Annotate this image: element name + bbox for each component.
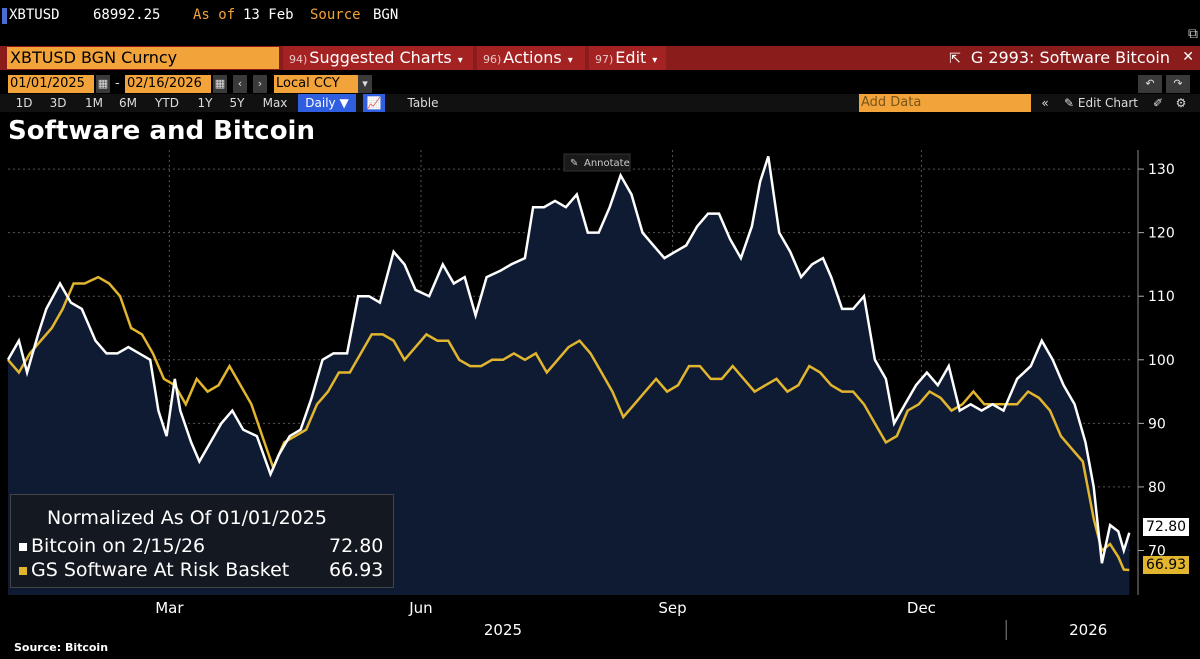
menu-number: 97) bbox=[595, 53, 614, 66]
x-tick-label: Mar bbox=[155, 599, 184, 617]
chevron-down-icon[interactable]: ▾ bbox=[358, 75, 372, 93]
gear-icon[interactable]: ⚙ bbox=[1175, 96, 1187, 110]
y-tick-label: 120 bbox=[1148, 226, 1175, 242]
chart-legend: Normalized As Of 01/01/2025 Bitcoin on 2… bbox=[10, 494, 394, 588]
annotate-button[interactable]: ✎ Annotate bbox=[563, 153, 631, 172]
undo-icon[interactable]: ↶ bbox=[1138, 75, 1162, 93]
chart-title: Software and Bitcoin bbox=[8, 116, 315, 146]
double-chevron-left-icon[interactable]: « bbox=[1041, 96, 1049, 110]
prev-arrow-icon[interactable]: ‹ bbox=[233, 75, 247, 93]
legend-label: GS Software At Risk Basket bbox=[31, 559, 290, 581]
window-corner-icon[interactable]: ⧉ bbox=[1188, 26, 1198, 42]
close-icon[interactable]: ✕ bbox=[1182, 49, 1194, 65]
annotate-label: Annotate bbox=[584, 158, 630, 169]
range-1m[interactable]: 1M bbox=[85, 96, 103, 110]
legend-heading: Normalized As Of 01/01/2025 bbox=[47, 507, 327, 529]
menu-label: Edit bbox=[615, 48, 647, 67]
table-button[interactable]: Table bbox=[407, 96, 439, 110]
range-1y[interactable]: 1Y bbox=[197, 96, 213, 110]
legend-value: 72.80 bbox=[329, 535, 384, 557]
bitcoin-last-value-tag: 72.80 bbox=[1143, 518, 1190, 536]
range-6m[interactable]: 6M bbox=[119, 96, 137, 110]
as-of-value: 13 Feb bbox=[243, 7, 294, 23]
y-tick-label: 70 bbox=[1148, 544, 1166, 560]
menu-number: 94) bbox=[289, 53, 308, 66]
suggested-charts-menu[interactable]: 94) Suggested Charts ▾ bbox=[283, 46, 473, 70]
end-date-field[interactable]: 02/16/2026 bbox=[125, 75, 211, 93]
range-3d[interactable]: 3D bbox=[49, 96, 67, 110]
security-field[interactable]: XBTUSD BGN Curncy bbox=[7, 47, 279, 69]
caret-down-icon: ▾ bbox=[457, 55, 463, 66]
bitcoin-swatch bbox=[19, 542, 27, 551]
as-of-label: As of bbox=[193, 7, 236, 23]
range-max[interactable]: Max bbox=[262, 96, 288, 110]
pencil-icon: ✎ bbox=[1064, 96, 1075, 110]
year-label: 2025 bbox=[484, 621, 522, 639]
y-tick-label: 110 bbox=[1148, 289, 1175, 305]
add-data-input[interactable]: Add Data bbox=[859, 94, 1031, 112]
ticker-bar: XBTUSD 68992.25 As of 13 Feb Source BGN … bbox=[0, 0, 1200, 42]
frequency-dropdown[interactable]: Daily ▼ bbox=[298, 94, 356, 112]
y-axis-ticks: 70 80 90 100 110 120 130 bbox=[1137, 150, 1175, 595]
menu-label: Suggested Charts bbox=[309, 48, 452, 67]
calendar-icon[interactable]: ▦ bbox=[96, 75, 110, 93]
line-chart-icon[interactable]: 📈 bbox=[363, 94, 385, 112]
edit-chart-label: Edit Chart bbox=[1077, 96, 1138, 110]
legend-item-bitcoin: Bitcoin on 2/15/26 72.80 bbox=[19, 535, 389, 557]
edit-menu[interactable]: 97) Edit ▾ bbox=[589, 46, 666, 70]
y-tick-label: 100 bbox=[1148, 353, 1175, 369]
software-last-value-tag: 66.93 bbox=[1143, 556, 1190, 574]
menu-number: 96) bbox=[483, 53, 502, 66]
ticker-price: 68992.25 bbox=[93, 7, 161, 23]
range-ytd[interactable]: YTD bbox=[155, 96, 179, 110]
pencil-icon: ✎ bbox=[570, 158, 578, 169]
bitcoin-series-line bbox=[6, 156, 1131, 564]
edit-chart-button[interactable]: ✎ Edit Chart bbox=[1058, 94, 1144, 112]
legend-label: Bitcoin on 2/15/26 bbox=[31, 535, 206, 557]
menu-label: Actions bbox=[503, 48, 562, 67]
source-note: Source: Bitcoin bbox=[14, 641, 109, 654]
date-row: 01/01/2025 ▦ - 02/16/2026 ▦ ‹ › Local CC… bbox=[0, 75, 1200, 93]
start-date-field[interactable]: 01/01/2025 bbox=[8, 75, 94, 93]
range-1d[interactable]: 1D bbox=[15, 96, 33, 110]
y-tick-label: 90 bbox=[1148, 416, 1166, 432]
source-value: BGN bbox=[373, 7, 399, 23]
y-tick-label: 80 bbox=[1148, 480, 1166, 496]
next-arrow-icon[interactable]: › bbox=[253, 75, 267, 93]
currency-dropdown[interactable]: Local CCY bbox=[274, 75, 358, 93]
chart-id-label[interactable]: ⇱ G 2993: Software Bitcoin bbox=[670, 46, 1200, 70]
year-label: 2026 bbox=[1069, 621, 1107, 639]
x-tick-label: Sep bbox=[658, 599, 686, 617]
chart-settings-icon[interactable]: ✐ bbox=[1152, 96, 1164, 110]
source-label: Source bbox=[310, 7, 361, 23]
range-5y[interactable]: 5Y bbox=[229, 96, 245, 110]
bitcoin-area-fill bbox=[8, 156, 1130, 595]
ticker-marker bbox=[2, 8, 7, 24]
caret-down-icon: ▾ bbox=[652, 55, 658, 66]
x-tick-label: Dec bbox=[907, 599, 936, 617]
external-link-icon[interactable]: ⇱ bbox=[949, 51, 961, 67]
frequency-label: Daily bbox=[305, 96, 336, 110]
software-swatch bbox=[19, 566, 27, 575]
y-tick-label: 130 bbox=[1148, 162, 1175, 178]
legend-value: 66.93 bbox=[329, 559, 384, 581]
x-tick-label: Jun bbox=[408, 599, 432, 617]
chart-id-text: G 2993: Software Bitcoin bbox=[970, 48, 1170, 67]
caret-down-icon: ▾ bbox=[567, 55, 573, 66]
calendar-icon[interactable]: ▦ bbox=[213, 75, 227, 93]
actions-menu[interactable]: 96) Actions ▾ bbox=[477, 46, 585, 70]
x-axis-ticks: Mar Jun Sep Dec 2025 2026 bbox=[155, 599, 1107, 640]
range-row: 1D 3D 1M 6M YTD 1Y 5Y Max Daily ▼ 📈 Tabl… bbox=[0, 94, 1200, 112]
ticker-symbol: XBTUSD bbox=[9, 7, 60, 23]
command-bar: XBTUSD BGN Curncy 94) Suggested Charts ▾ 9… bbox=[0, 46, 1200, 70]
legend-item-software: GS Software At Risk Basket 66.93 bbox=[19, 559, 389, 581]
caret-down-icon: ▼ bbox=[339, 96, 349, 110]
date-separator: - bbox=[115, 76, 120, 91]
redo-icon[interactable]: ↷ bbox=[1166, 75, 1190, 93]
